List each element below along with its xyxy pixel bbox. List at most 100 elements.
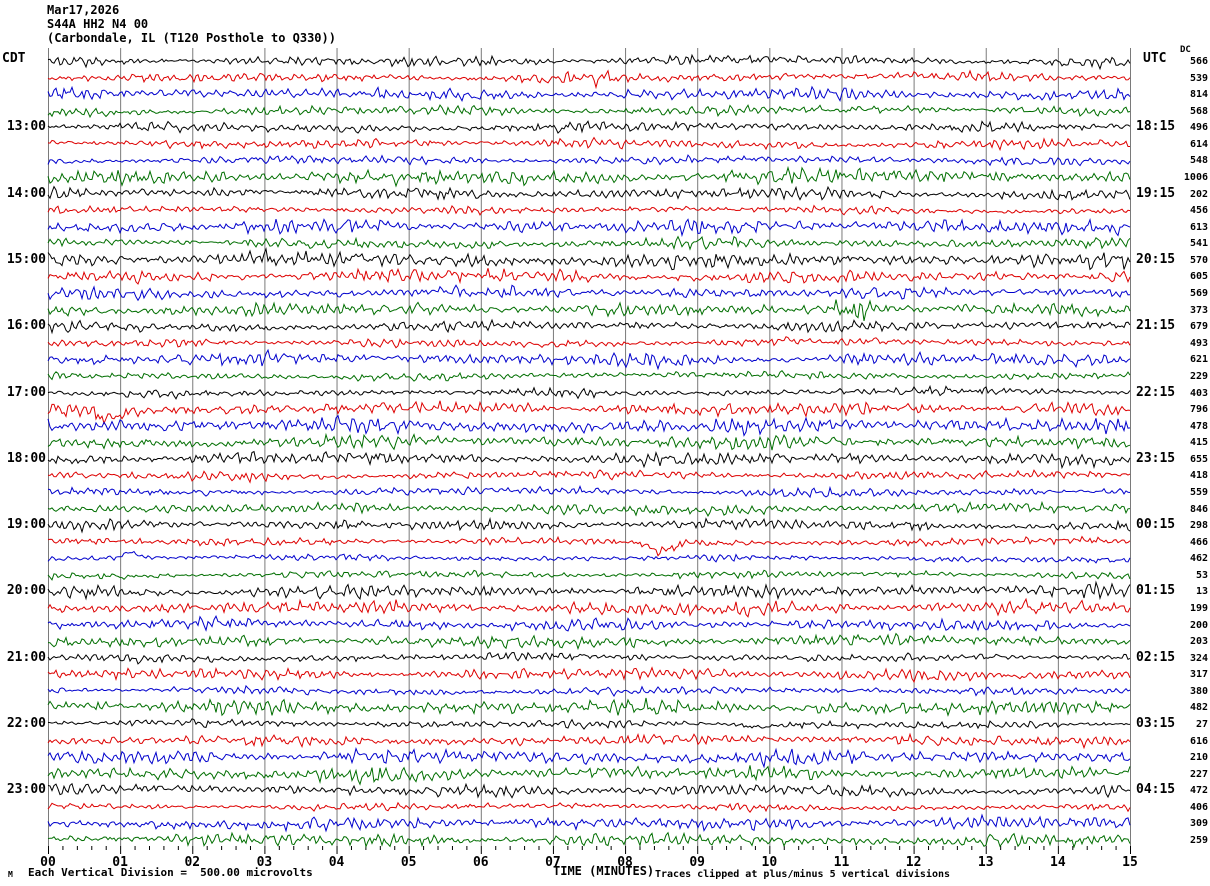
- minute-tick-label: 09: [689, 855, 706, 870]
- trace-row-7: [47, 165, 1131, 188]
- dc-offset-value: 478: [1189, 420, 1208, 432]
- trace-row-30: [47, 550, 1131, 564]
- utc-hour-label: 04:15: [1136, 782, 1176, 798]
- trace-row-47: [47, 831, 1131, 849]
- minute-tick-label: 07: [545, 855, 561, 870]
- trace-row-13: [47, 267, 1131, 285]
- dc-offset-value: 482: [1189, 702, 1208, 714]
- trace-row-40: [47, 718, 1131, 730]
- trace-row-21: [47, 400, 1131, 425]
- trace-row-42: [47, 747, 1131, 769]
- right-timezone-label: UTC: [1143, 51, 1167, 66]
- utc-hour-label: 20:15: [1136, 251, 1176, 267]
- dc-offset-value: 493: [1189, 337, 1208, 349]
- trace-row-1: [47, 69, 1131, 90]
- minute-tick-label: 06: [472, 855, 489, 870]
- dc-offset-value: 227: [1189, 768, 1208, 780]
- trace-row-10: [47, 218, 1131, 238]
- utc-hour-label: 18:15: [1136, 119, 1176, 135]
- trace-row-29: [47, 535, 1131, 557]
- trace-row-16: [47, 318, 1131, 335]
- cdt-hour-label: 18:00: [6, 450, 46, 466]
- dc-offset-value: 324: [1189, 652, 1208, 664]
- trace-row-6: [47, 154, 1131, 167]
- dc-offset-value: 548: [1189, 155, 1208, 167]
- trace-row-2: [47, 85, 1131, 102]
- station-title: S44A HH2 N4 00: [47, 17, 149, 31]
- cdt-hour-label: 22:00: [6, 716, 46, 731]
- dc-offset-value: 496: [1189, 122, 1208, 134]
- dc-offset-value: 203: [1189, 636, 1208, 648]
- cdt-hour-label: 13:00: [6, 119, 46, 135]
- dc-offset-value: 566: [1189, 56, 1208, 67]
- dc-offset-value: 679: [1189, 321, 1208, 333]
- dc-offset-value: 298: [1189, 520, 1208, 532]
- minute-tick-label: 15: [1122, 855, 1138, 870]
- minute-tick-label: 08: [617, 855, 633, 870]
- utc-hour-label: 19:15: [1136, 185, 1176, 201]
- trace-row-19: [47, 370, 1131, 382]
- cdt-hour-label: 19:00: [6, 517, 46, 533]
- seismic-traces: [47, 53, 1131, 849]
- minute-axis-ticks: [48, 846, 1131, 854]
- trace-row-45: [47, 801, 1131, 814]
- dc-offset-value: 846: [1189, 503, 1208, 515]
- dc-offset-value: 373: [1189, 304, 1208, 316]
- dc-offset-value: 210: [1189, 752, 1208, 764]
- trace-row-20: [47, 384, 1131, 400]
- minute-tick-label: 01: [112, 855, 128, 870]
- minute-tick-label: 02: [184, 855, 201, 870]
- dc-offset-value: 541: [1189, 238, 1208, 250]
- trace-row-9: [47, 204, 1131, 216]
- utc-hour-label: 03:15: [1136, 716, 1176, 731]
- clipping-note: Traces clipped at plus/minus 5 vertical …: [655, 869, 951, 880]
- dc-offset-value: 309: [1189, 818, 1208, 830]
- dc-offset-value: 462: [1189, 553, 1208, 565]
- dc-offset-value: 415: [1189, 437, 1208, 449]
- dc-offset-value: 317: [1189, 669, 1208, 681]
- trace-row-14: [47, 284, 1131, 302]
- cdt-hour-label: 21:00: [6, 649, 46, 665]
- cdt-hour-label: 23:00: [6, 782, 46, 798]
- trace-row-3: [47, 104, 1131, 119]
- trace-row-46: [47, 813, 1131, 833]
- dc-offset-value: 614: [1189, 138, 1208, 150]
- dc-offset-value: 621: [1189, 354, 1208, 366]
- location-title: (Carbondale, IL (T120 Posthole to Q330)): [47, 31, 336, 45]
- utc-hour-label: 02:15: [1136, 649, 1176, 665]
- cdt-hour-label: 15:00: [6, 251, 46, 267]
- trace-row-31: [47, 569, 1131, 581]
- trace-row-37: [47, 666, 1131, 684]
- dc-offset-value: 229: [1189, 370, 1208, 382]
- utc-hour-label: 22:15: [1136, 384, 1176, 400]
- trace-row-27: [47, 500, 1131, 517]
- minute-tick-label: 13: [977, 855, 994, 870]
- trace-row-12: [47, 247, 1131, 271]
- utc-hour-label: 23:15: [1136, 450, 1176, 466]
- dc-offset-value: 569: [1189, 288, 1208, 300]
- dc-offset-header: DC: [1180, 45, 1191, 55]
- dc-offset-value: 466: [1189, 536, 1208, 548]
- utc-hour-label: 01:15: [1136, 583, 1176, 599]
- trace-row-33: [47, 597, 1131, 618]
- dc-offset-value: 53: [1195, 569, 1208, 581]
- trace-row-4: [47, 120, 1131, 134]
- dc-offset-value: 796: [1189, 404, 1208, 416]
- trace-row-11: [47, 235, 1131, 251]
- minute-grid-lines: [48, 48, 1131, 846]
- dc-offset-value: 568: [1189, 105, 1208, 117]
- cdt-hour-label: 16:00: [6, 318, 46, 334]
- dc-offset-value: 200: [1189, 619, 1208, 631]
- trace-row-5: [47, 136, 1130, 152]
- trace-row-24: [47, 450, 1131, 470]
- minute-tick-label: 04: [328, 855, 345, 870]
- trace-row-8: [47, 185, 1131, 201]
- dc-offset-value: 403: [1189, 387, 1208, 399]
- minute-tick-label: 10: [761, 855, 778, 870]
- trace-row-0: [47, 53, 1131, 71]
- cdt-hour-label: 17:00: [6, 384, 46, 400]
- dc-offset-value: 199: [1189, 602, 1208, 614]
- left-timezone-label: CDT: [2, 51, 26, 66]
- minute-tick-label: 12: [905, 855, 922, 870]
- utc-hour-label: 21:15: [1136, 318, 1176, 334]
